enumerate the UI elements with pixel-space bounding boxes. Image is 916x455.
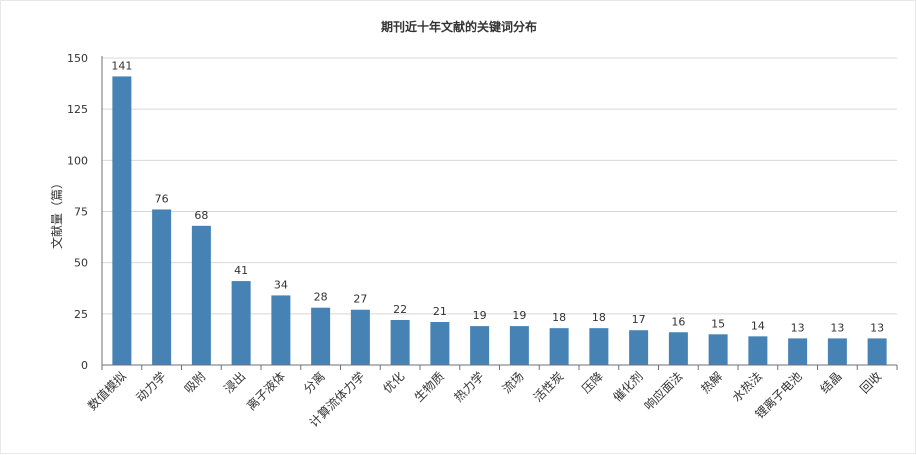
value-label: 13 [791, 321, 805, 334]
bar [112, 76, 132, 366]
value-label: 141 [111, 59, 132, 72]
category-label: 结晶 [818, 369, 845, 396]
value-label: 21 [433, 305, 447, 318]
bar [668, 332, 688, 365]
bar [311, 307, 331, 365]
category-label: 吸附 [182, 369, 209, 396]
y-tick-label: 75 [74, 206, 88, 219]
value-label: 68 [194, 209, 208, 222]
value-label: 14 [751, 319, 765, 332]
value-label: 22 [393, 303, 407, 316]
y-tick-label: 125 [67, 103, 88, 116]
axes [101, 56, 898, 370]
y-tick-label: 100 [67, 154, 88, 167]
bar-series [112, 76, 887, 366]
y-axis-label: 文献量（篇） [49, 177, 64, 249]
category-label: 离子液体 [243, 369, 288, 414]
category-label: 流场 [500, 369, 527, 396]
value-label: 17 [632, 313, 646, 326]
bar [191, 225, 211, 365]
bar [430, 322, 450, 365]
value-label: 28 [314, 291, 328, 304]
y-tick-label: 0 [81, 359, 88, 372]
category-label: 数值模拟 [84, 369, 129, 414]
y-axis-ticks: 0 25 50 75 100 125 150 [67, 52, 88, 372]
bar [271, 295, 291, 365]
y-tick-label: 150 [67, 52, 88, 65]
y-tick-label: 25 [74, 308, 88, 321]
category-label: 回收 [857, 369, 884, 396]
bar [867, 338, 887, 365]
value-label: 76 [155, 192, 169, 205]
bar [509, 326, 529, 365]
chart-title: 期刊近十年文献的关键词分布 [381, 19, 537, 34]
bar [350, 309, 370, 365]
value-label: 16 [671, 315, 685, 328]
value-label: 18 [552, 311, 566, 324]
value-label: 27 [353, 293, 367, 306]
category-label: 响应面法 [641, 369, 686, 414]
value-label: 15 [711, 317, 725, 330]
value-label: 19 [512, 309, 526, 322]
bar [470, 326, 490, 365]
bar [231, 281, 251, 365]
bar [589, 328, 609, 365]
value-label: 13 [870, 321, 884, 334]
value-label: 34 [274, 278, 288, 291]
category-label: 生物质 [412, 369, 447, 404]
category-label: 水热法 [730, 369, 765, 404]
bar [748, 336, 768, 365]
y-tick-label: 50 [74, 257, 88, 270]
grid-lines [102, 57, 897, 315]
category-label: 动力学 [133, 369, 169, 405]
bar [629, 330, 649, 365]
value-label: 19 [473, 309, 487, 322]
value-label: 18 [592, 311, 606, 324]
value-label: 41 [234, 264, 248, 277]
bar [708, 334, 728, 365]
bar [549, 328, 569, 365]
category-label: 热力学 [451, 369, 487, 405]
value-label: 13 [830, 321, 844, 334]
category-label: 催化剂 [610, 369, 646, 405]
bar [152, 209, 172, 365]
category-label: 热解 [698, 369, 725, 396]
category-label: 优化 [380, 369, 407, 396]
value-labels: 141 76 68 41 34 28 27 22 21 19 19 18 18 17 16 15 14 13 13 1… [111, 59, 884, 334]
category-label: 活性炭 [531, 369, 566, 404]
category-label: 压降 [579, 369, 606, 396]
bar [827, 338, 847, 365]
bar [390, 319, 410, 365]
bar [788, 338, 808, 365]
category-label: 分离 [300, 369, 328, 397]
category-label: 浸出 [221, 369, 248, 396]
